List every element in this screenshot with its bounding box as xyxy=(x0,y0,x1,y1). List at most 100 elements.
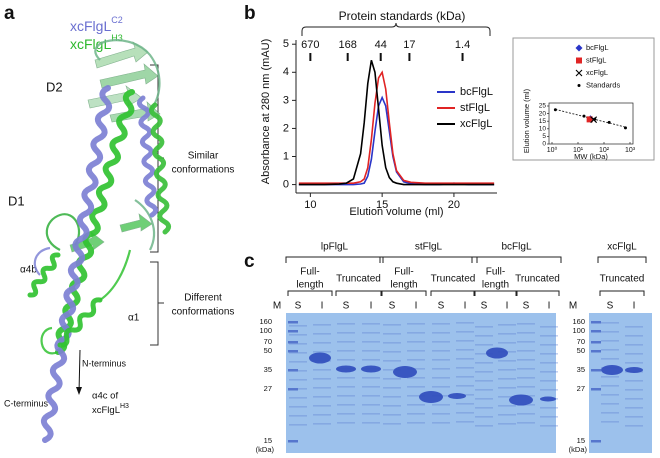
faint-band xyxy=(313,351,331,353)
subgroup-label: length xyxy=(482,280,509,291)
faint-band xyxy=(432,359,450,361)
ladder-band xyxy=(591,440,601,443)
lane-label: M xyxy=(569,301,577,312)
faint-band xyxy=(407,377,425,379)
group-label: xcFlgL xyxy=(607,242,637,253)
faint-band xyxy=(498,324,516,326)
faint-band xyxy=(289,379,307,381)
faint-band xyxy=(601,394,619,396)
domain-label: D2 xyxy=(46,79,63,94)
faint-band xyxy=(540,362,558,364)
faint-band xyxy=(289,424,307,426)
faint-band xyxy=(407,323,425,325)
marker-label: 27 xyxy=(264,384,272,393)
point xyxy=(607,120,611,124)
lane-label: I xyxy=(633,301,636,312)
faint-band xyxy=(625,389,643,391)
faint-band xyxy=(407,386,425,388)
faint-band xyxy=(337,386,355,388)
faint-band xyxy=(625,425,643,427)
faint-band xyxy=(625,335,643,337)
faint-band xyxy=(383,405,401,407)
faint-band xyxy=(407,350,425,352)
faint-band xyxy=(498,414,516,416)
marker-label: 160 xyxy=(259,317,272,326)
legend-swatch xyxy=(577,84,581,87)
faint-band xyxy=(407,422,425,424)
faint-band xyxy=(407,341,425,343)
subgroup-label: Truncated xyxy=(431,274,476,285)
faint-band xyxy=(362,341,380,343)
marker-label: 70 xyxy=(264,337,272,346)
faint-band xyxy=(517,341,535,343)
protein-band xyxy=(601,365,623,375)
x-tick-label: 10⁰ xyxy=(547,146,558,154)
legend-label: bcFlgL xyxy=(460,86,493,98)
faint-band xyxy=(498,333,516,335)
standard-label: 670 xyxy=(301,39,319,51)
faint-band xyxy=(313,414,331,416)
standard-label: 1.4 xyxy=(455,39,470,51)
x-tick-label: 15 xyxy=(376,199,388,211)
annotation-title: Protein standards (kDa) xyxy=(339,9,466,23)
faint-band xyxy=(475,398,493,400)
callout-text: xcFlgL xyxy=(92,405,120,416)
faint-band xyxy=(383,360,401,362)
faint-band xyxy=(601,421,619,423)
faint-band xyxy=(601,358,619,360)
y-axis-label: Elution volume (ml) xyxy=(522,88,531,153)
faint-band xyxy=(456,340,474,342)
x-axis-label: Elution volume (ml) xyxy=(349,206,443,218)
legend-label: stFlgL xyxy=(586,55,606,64)
faint-band xyxy=(475,416,493,418)
faint-band xyxy=(313,324,331,326)
standard-label: 17 xyxy=(403,39,415,51)
faint-band xyxy=(432,368,450,370)
terminus-label: C-terminus xyxy=(4,398,49,408)
y-tick-label: 5 xyxy=(542,133,546,140)
panel-label: a xyxy=(4,3,15,24)
faint-band xyxy=(475,344,493,346)
faint-band xyxy=(625,380,643,382)
marker-label: 160 xyxy=(572,317,585,326)
unit-label: (kDa) xyxy=(569,445,588,454)
legend-text: xcFlgL xyxy=(70,18,111,34)
helix xyxy=(40,85,113,443)
faint-band xyxy=(625,344,643,346)
faint-band xyxy=(432,386,450,388)
subgroup-label: Full- xyxy=(300,267,319,278)
faint-band xyxy=(407,404,425,406)
x-tick-label: 10² xyxy=(599,147,610,154)
faint-band xyxy=(362,422,380,424)
faint-band xyxy=(289,415,307,417)
faint-band xyxy=(289,397,307,399)
legend-entry: xcFlgLC2 xyxy=(70,15,123,33)
ladder-band xyxy=(591,321,601,324)
faint-band xyxy=(432,341,450,343)
faint-band xyxy=(337,332,355,334)
legend-swatch xyxy=(575,69,583,77)
helix xyxy=(57,297,103,348)
protein-band xyxy=(393,366,417,378)
y-tick-label: 5 xyxy=(283,38,289,50)
faint-band xyxy=(456,412,474,414)
point xyxy=(582,114,586,118)
lane-label: I xyxy=(548,301,551,312)
faint-band xyxy=(313,342,331,344)
faint-band xyxy=(432,413,450,415)
series-line xyxy=(298,59,495,186)
faint-band xyxy=(362,359,380,361)
marker-label: 100 xyxy=(572,326,585,335)
faint-band xyxy=(313,333,331,335)
marker-label: 15 xyxy=(577,436,585,445)
subgroup-bracket xyxy=(381,290,427,296)
protein-band xyxy=(509,394,533,406)
faint-band xyxy=(337,350,355,352)
faint-band xyxy=(407,395,425,397)
faint-band xyxy=(362,332,380,334)
faint-band xyxy=(625,362,643,364)
faint-band xyxy=(498,387,516,389)
protein-band xyxy=(336,365,356,373)
standard-label: 44 xyxy=(375,39,387,51)
marker-label: 100 xyxy=(259,326,272,335)
